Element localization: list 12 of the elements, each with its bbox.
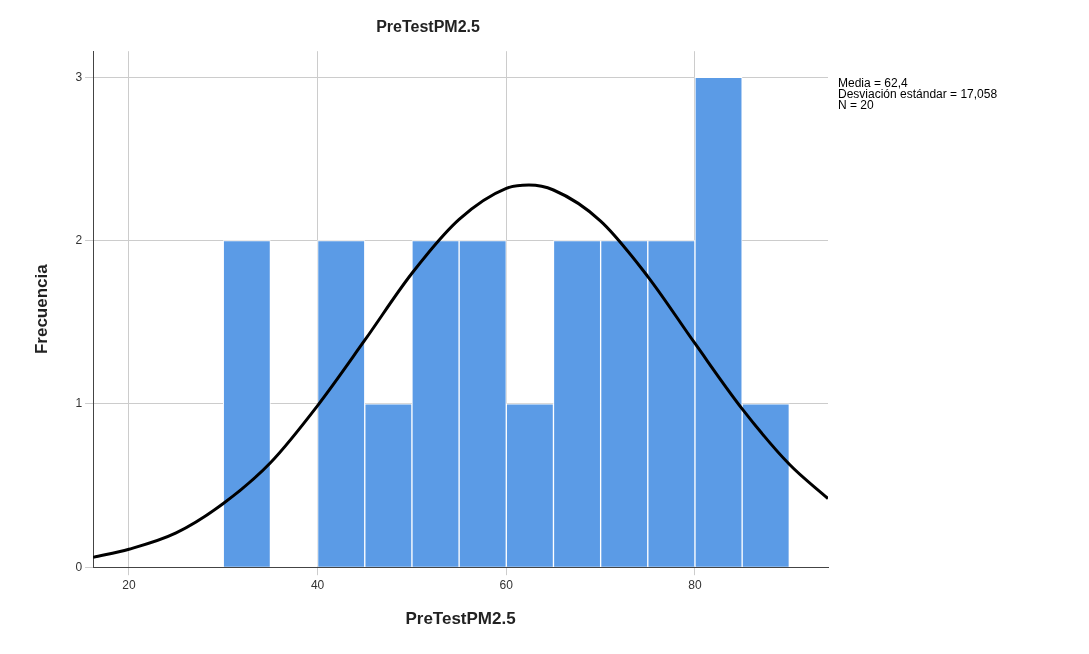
y-tick-label: 0 <box>75 559 83 574</box>
y-tick-label: 3 <box>75 69 83 84</box>
text: N = 20 <box>838 97 875 112</box>
x-tick-label: 20 <box>122 577 136 592</box>
y-tick-label: 1 <box>75 396 83 411</box>
x-tick-label: 60 <box>499 577 514 592</box>
x-axis-title: PreTestPM2.5 <box>405 609 516 629</box>
x-tick-label: 80 <box>688 577 702 592</box>
y-axis-title: Frecuencia <box>31 263 51 355</box>
y-tick-label: 2 <box>75 232 83 247</box>
chart-title: PreTestPM2.5 <box>376 18 480 36</box>
x-tick-label: 40 <box>310 577 325 592</box>
